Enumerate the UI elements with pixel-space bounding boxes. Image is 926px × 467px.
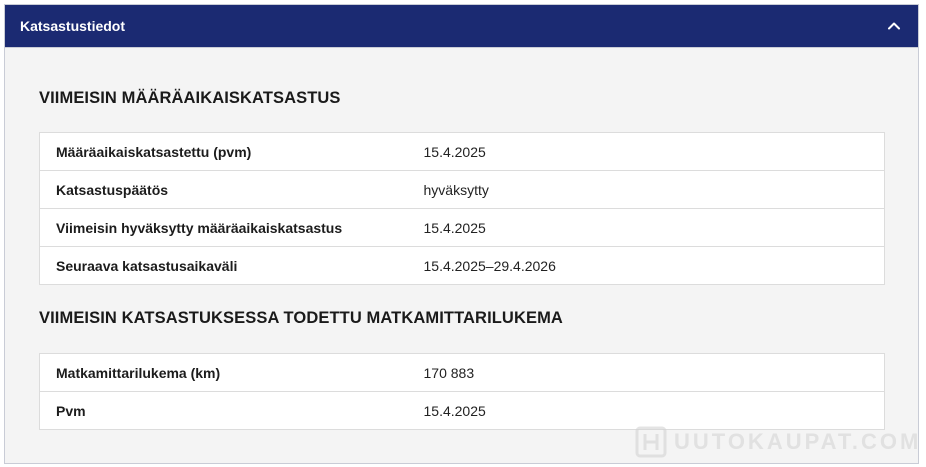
inspection-panel: Katsastustiedot VIIMEISIN MÄÄRÄAIKAISKAT…	[4, 4, 919, 464]
row-value: 15.4.2025–29.4.2026	[423, 257, 556, 274]
row-value: 15.4.2025	[423, 219, 486, 236]
row-label: Määräaikaiskatsastettu (pvm)	[56, 143, 252, 160]
huutokaupat-logo-icon	[634, 425, 668, 459]
section-heading-latest-inspection: VIIMEISIN MÄÄRÄAIKAISKATSASTUS	[39, 89, 341, 107]
latest-inspection-table: Määräaikaiskatsastettu (pvm) 15.4.2025 K…	[39, 132, 885, 285]
odometer-table: Matkamittarilukema (km) 170 883 Pvm 15.4…	[39, 353, 885, 430]
table-row: Katsastuspäätös hyväksytty	[39, 171, 885, 209]
watermark-text: UUTOKAUPAT.COM	[674, 429, 922, 454]
table-row: Viimeisin hyväksytty määräaikaiskatsastu…	[39, 209, 885, 247]
row-value: 170 883	[423, 364, 475, 381]
panel-header-toggle[interactable]: Katsastustiedot	[4, 4, 919, 48]
panel-title: Katsastustiedot	[20, 18, 126, 34]
row-label: Viimeisin hyväksytty määräaikaiskatsastu…	[56, 219, 343, 236]
table-row: Matkamittarilukema (km) 170 883	[39, 354, 885, 392]
table-row: Määräaikaiskatsastettu (pvm) 15.4.2025	[39, 133, 885, 171]
row-value: 15.4.2025	[423, 402, 486, 419]
row-value: 15.4.2025	[423, 143, 486, 160]
table-row: Pvm 15.4.2025	[40, 392, 885, 430]
row-label: Seuraava katsastusaikaväli	[56, 257, 238, 274]
row-label: Pvm	[56, 402, 86, 419]
chevron-up-icon[interactable]	[886, 18, 902, 34]
row-value: hyväksytty	[423, 181, 489, 198]
row-label: Matkamittarilukema (km)	[56, 364, 221, 381]
row-label: Katsastuspäätös	[56, 181, 169, 198]
section-heading-odometer: VIIMEISIN KATSASTUKSESSA TODETTU MATKAMI…	[39, 309, 563, 327]
watermark: UUTOKAUPAT.COM	[634, 422, 921, 462]
table-row: Seuraava katsastusaikaväli 15.4.2025–29.…	[40, 247, 885, 285]
